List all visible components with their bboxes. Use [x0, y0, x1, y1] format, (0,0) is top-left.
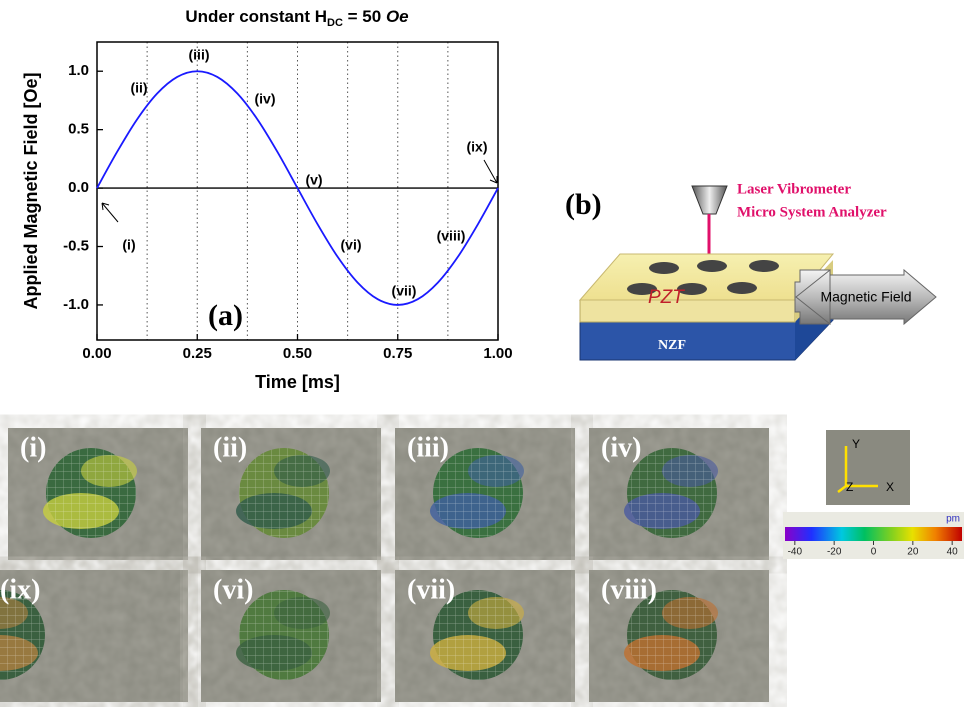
scan-image: (ix) [0, 570, 180, 702]
axis-name: Z [846, 480, 853, 494]
title-part: = 50 [343, 7, 386, 26]
colorbar [785, 527, 962, 541]
y-tick-label: 0.5 [68, 121, 89, 138]
annotation: (vii) [392, 283, 417, 299]
x-tick-label: 0.75 [383, 345, 412, 362]
annotation: (v) [305, 172, 322, 188]
pointer-arrow [102, 203, 118, 222]
title-part: Oe [386, 7, 409, 26]
page: {"chart_data": {"type": "line", "title_p… [0, 0, 965, 707]
laser-label: Micro System Analyzer [737, 204, 887, 220]
y-tick-label: 0.0 [68, 179, 89, 196]
axis-name: X [886, 480, 894, 494]
scan-image: (iv) [589, 428, 769, 560]
axis-name: Y [852, 437, 860, 451]
annotation: (iv) [255, 91, 276, 107]
annotation: (i) [122, 237, 135, 253]
y-tick-label: 1.0 [68, 62, 89, 79]
diagram: (b) Laser Vibrometer Micro System Analyz… [565, 181, 936, 360]
chart-title: Under constant HDC = 50 Oe [185, 7, 408, 28]
colorbar-tick-label: 40 [947, 547, 959, 558]
arrow-label: Magnetic Field [820, 289, 911, 305]
scan-image: (viii) [589, 570, 769, 702]
image-label: (viii) [601, 574, 657, 605]
annotation: (iii) [189, 47, 210, 63]
scan-image: (vi) [201, 570, 381, 702]
image-label: (iv) [601, 432, 641, 463]
annotation: (vi) [341, 237, 362, 253]
colorbar-tick-label: -20 [827, 547, 842, 558]
scan-image: (vii) [395, 570, 575, 702]
colorbar-tick-label: -40 [788, 547, 803, 558]
image-label: (ix) [0, 574, 40, 605]
image-label: (ii) [213, 432, 247, 463]
x-tick-label: 0.00 [82, 345, 111, 362]
y-axis-label: Applied Magnetic Field [Oe] [21, 72, 41, 309]
image-grid: (i)(ii)(iii)(iv)(v)(vi)(vii)(viii)(ix)YZ… [0, 428, 964, 702]
x-tick-label: 1.00 [483, 345, 512, 362]
nzf-label: NZF [658, 338, 686, 353]
y-tick-label: -1.0 [63, 296, 89, 313]
title-part: Under constant H [185, 7, 327, 26]
annotation: (viii) [437, 228, 466, 244]
pzt-front [580, 300, 795, 322]
image-label: (iii) [407, 432, 449, 463]
scan-grid [239, 448, 329, 538]
y-tick-label: -0.5 [63, 237, 89, 254]
pointer-arrow [484, 160, 497, 183]
pzt-label: PZT [648, 287, 685, 308]
scan-image: (iii) [395, 428, 575, 560]
annotation: (ix) [467, 139, 488, 155]
image-label: (vi) [213, 574, 253, 605]
line-chart: Under constant HDC = 50 Oe 0.00 0.25 0.50 0.… [21, 7, 513, 391]
scan-image: (ii) [201, 428, 381, 560]
image-label: (i) [20, 432, 46, 463]
laser-head [692, 186, 727, 214]
colorbar-tick-label: 20 [907, 547, 919, 558]
x-tick-label: 0.25 [183, 345, 212, 362]
x-axis-label: Time [ms] [255, 372, 340, 392]
scan-image: (i) [8, 428, 188, 560]
panel-label: (a) [208, 299, 243, 332]
title-part: DC [327, 17, 343, 29]
scan-grid [46, 448, 136, 538]
axes-panel [826, 430, 910, 505]
x-tick-label: 0.50 [283, 345, 312, 362]
annotation: (ii) [130, 80, 147, 96]
panel-label: (b) [565, 188, 602, 221]
colorbar-tick-label: 0 [871, 547, 877, 558]
figure: Under constant HDC = 50 Oe0.000.250.500.… [0, 0, 965, 707]
image-label: (vii) [407, 574, 455, 605]
colorbar-unit: pm [946, 514, 960, 525]
laser-label: Laser Vibrometer [737, 181, 851, 197]
